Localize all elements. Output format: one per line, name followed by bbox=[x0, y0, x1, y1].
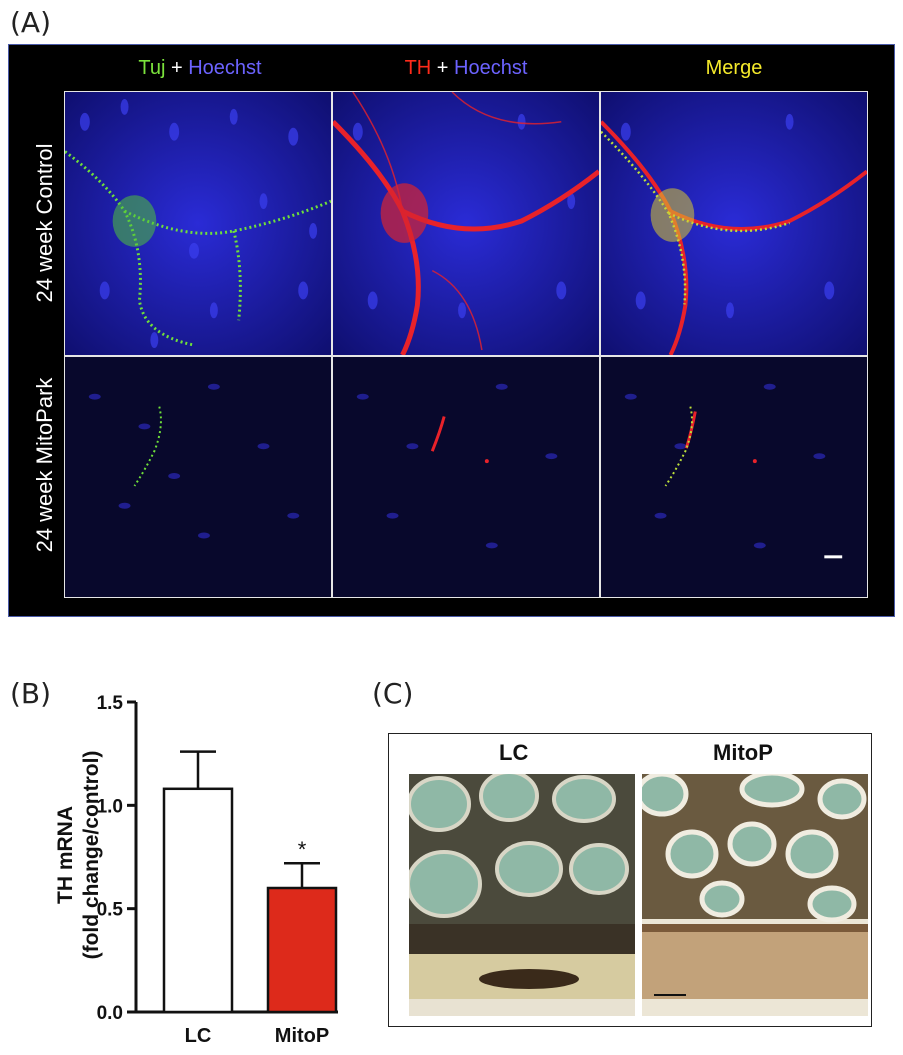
histology-image-mitop bbox=[642, 774, 868, 1016]
panel-c-histology: LC MitoP bbox=[388, 733, 872, 1027]
image-control-tuj bbox=[64, 91, 332, 356]
y-axis-label-2: (fold change/control) bbox=[80, 751, 103, 960]
row-label-mitopark: 24 week MitoPark bbox=[32, 377, 57, 553]
panel-c-letter: (C) bbox=[372, 677, 414, 710]
header-merge: Merge bbox=[599, 57, 869, 80]
bar-chart-svg: TH mRNA (fold change/control) 0.0 0.5 1.0 1… bbox=[54, 693, 338, 1047]
y-tick-label: 0.5 bbox=[97, 900, 124, 921]
panel-a-letter: (A) bbox=[10, 6, 52, 39]
bar-mitop bbox=[266, 886, 338, 1014]
y-tick-label: 1.5 bbox=[97, 693, 124, 714]
histology-image-lc bbox=[409, 774, 635, 1016]
histology-title-lc: LC bbox=[499, 740, 529, 765]
y-axis-label: TH mRNA bbox=[54, 806, 77, 904]
scale-bar bbox=[824, 555, 843, 559]
header-tuj-hoechst: Tuj + Hoechst bbox=[65, 57, 335, 80]
image-mitopark-tuj bbox=[64, 356, 332, 598]
image-mitopark-th bbox=[332, 356, 600, 598]
panel-b-letter: (B) bbox=[10, 677, 52, 710]
header-th-hoechst: TH + Hoechst bbox=[331, 57, 601, 80]
image-control-merge bbox=[600, 91, 868, 356]
header-plus: + bbox=[165, 57, 189, 79]
panel-a-microscopy: Tuj + Hoechst TH + Hoechst Merge 24 week… bbox=[8, 44, 895, 617]
header-hoechst-label: Hoechst bbox=[454, 57, 528, 79]
header-tuj-label: Tuj bbox=[138, 57, 166, 79]
header-merge-label: Merge bbox=[705, 57, 763, 79]
image-control-th bbox=[332, 91, 600, 356]
x-tick-label: MitoP bbox=[275, 1025, 329, 1047]
panel-b-chart: TH mRNA (fold change/control) 0.0 0.5 1.0 1… bbox=[0, 660, 370, 1050]
header-th-label: TH bbox=[404, 57, 432, 79]
header-plus: + bbox=[431, 57, 455, 79]
x-tick-label: LC bbox=[185, 1025, 212, 1047]
header-hoechst-label: Hoechst bbox=[188, 57, 262, 79]
image-mitopark-merge bbox=[600, 356, 868, 598]
row-label-control: 24 week Control bbox=[32, 143, 57, 303]
y-tick-label: 1.0 bbox=[97, 796, 123, 817]
bar-lc bbox=[162, 787, 234, 1014]
significance-marker: * bbox=[298, 837, 307, 862]
scale-bar bbox=[654, 994, 686, 996]
histology-title-mitop: MitoP bbox=[713, 740, 773, 765]
y-tick-label: 0.0 bbox=[97, 1003, 123, 1024]
